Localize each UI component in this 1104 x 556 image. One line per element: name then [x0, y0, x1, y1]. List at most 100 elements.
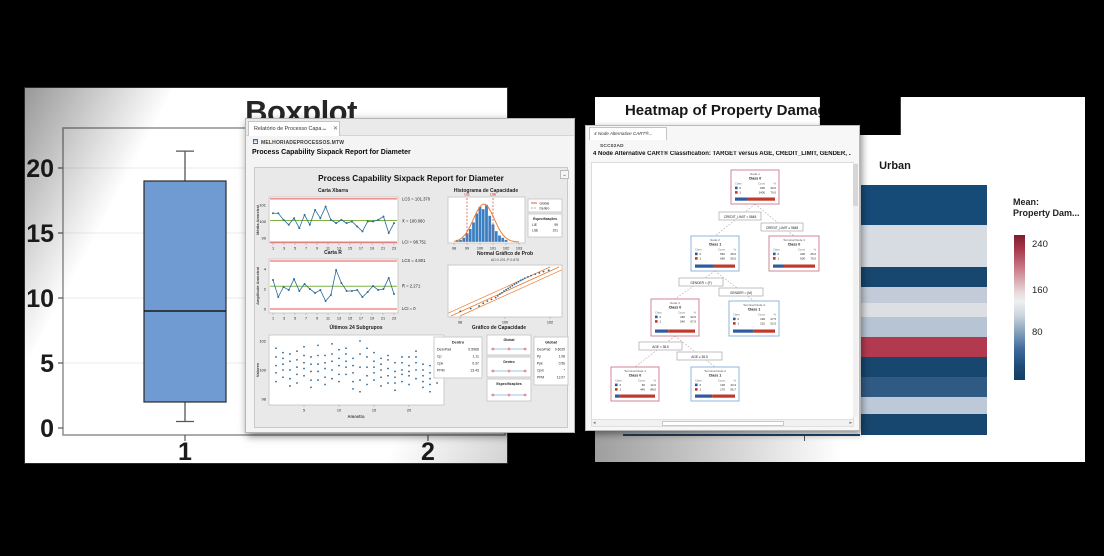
vertical-scrollbar[interactable]: [853, 163, 858, 417]
svg-text:AGE < 38.5: AGE < 38.5: [652, 345, 669, 349]
heatmap-cell: [861, 287, 987, 303]
svg-text:Class: Class: [615, 379, 622, 383]
svg-text:%: %: [774, 313, 777, 317]
svg-text:75.0: 75.0: [810, 257, 816, 261]
svg-text:Class: Class: [733, 313, 740, 317]
panel-scroll-button[interactable]: ⌄: [560, 170, 569, 179]
svg-text:1: 1: [660, 320, 662, 324]
close-icon[interactable]: ✕: [333, 126, 339, 132]
svg-text:%: %: [774, 182, 777, 186]
svg-text:0: 0: [40, 415, 54, 443]
worksheet-icon: [253, 139, 258, 144]
svg-text:Class: Class: [773, 248, 780, 252]
svg-text:CREDIT_LIMIT < 5848: CREDIT_LIMIT < 5848: [724, 215, 757, 219]
heatmap-cell: [861, 414, 987, 435]
svg-text:Count: Count: [638, 379, 645, 383]
svg-text:600: 600: [800, 257, 805, 261]
svg-text:Class: Class: [695, 248, 702, 252]
svg-text:Class 1: Class 1: [709, 243, 722, 247]
chevron-down-icon[interactable]: ⌄: [322, 126, 328, 132]
svg-text:Terminal Node 2: Terminal Node 2: [704, 369, 726, 373]
svg-text:12.0: 12.0: [650, 383, 656, 387]
svg-text:%: %: [654, 379, 657, 383]
svg-text:170: 170: [720, 388, 725, 392]
svg-text:GENDER = (M): GENDER = (M): [730, 291, 752, 295]
svg-text:55.0: 55.0: [730, 257, 736, 261]
svg-text:440: 440: [640, 388, 645, 392]
svg-text:Class 0: Class 0: [749, 177, 762, 181]
svg-text:260: 260: [680, 315, 685, 319]
svg-text:52.5: 52.5: [770, 322, 776, 326]
svg-text:2: 2: [421, 438, 435, 463]
svg-text:GENDER = (F): GENDER = (F): [690, 281, 711, 285]
svg-text:1: 1: [620, 388, 622, 392]
horizontal-scrollbar[interactable]: ◂ ▸: [591, 419, 854, 427]
svg-text:1: 1: [700, 388, 702, 392]
svg-text:88.0: 88.0: [650, 388, 656, 392]
legend-title-line1: Mean:: [1013, 197, 1040, 207]
svg-text:Class: Class: [655, 311, 662, 315]
svg-text:0: 0: [740, 186, 742, 190]
svg-text:67.5: 67.5: [690, 320, 696, 324]
svg-text:AGE ≥ 38.5: AGE ≥ 38.5: [691, 355, 708, 359]
svg-text:70.0: 70.0: [770, 191, 776, 195]
heatmap-cell: [861, 337, 987, 357]
scrollbar-thumb[interactable]: [853, 164, 858, 206]
tab-sixpack-report[interactable]: Relatório de Processo Capa... ⌄ ✕: [248, 121, 340, 136]
svg-text:1: 1: [700, 257, 702, 261]
heatmap-cell: [861, 397, 987, 414]
svg-text:660: 660: [720, 257, 725, 261]
svg-text:210: 210: [760, 322, 765, 326]
svg-text:30.0: 30.0: [770, 186, 776, 190]
svg-text:25.0: 25.0: [810, 252, 816, 256]
svg-text:190: 190: [760, 317, 765, 321]
svg-text:Class: Class: [695, 379, 702, 383]
svg-text:0: 0: [778, 252, 780, 256]
heatmap-cell: [861, 377, 987, 397]
svg-text:Class 0: Class 0: [669, 306, 682, 310]
heatmap-cell: [861, 225, 987, 267]
svg-text:200: 200: [800, 252, 805, 256]
svg-text:600: 600: [760, 186, 765, 190]
heatmap-cell: [861, 206, 987, 225]
cart-window: 4 Node Alternative CART®... SCC02AD 4 No…: [585, 125, 860, 431]
svg-text:0: 0: [700, 383, 702, 387]
heatmap-cell: [861, 267, 987, 287]
cart-tree-diagram: CREDIT_LIMIT < 5848 CREDIT_LIMIT ≥ 5848 GE…: [610, 169, 820, 402]
svg-text:32.5: 32.5: [690, 315, 696, 319]
svg-text:1400: 1400: [759, 191, 766, 195]
svg-text:Node 3: Node 3: [670, 301, 680, 305]
svg-text:%: %: [814, 248, 817, 252]
svg-text:Class 0: Class 0: [629, 374, 642, 378]
report-panel: ⌄: [254, 167, 569, 428]
hidden-column-edge: [623, 434, 860, 436]
svg-text:45.0: 45.0: [730, 252, 736, 256]
svg-text:Terminal Node 1: Terminal Node 1: [624, 369, 646, 373]
svg-text:15: 15: [26, 220, 54, 248]
svg-text:%: %: [734, 248, 737, 252]
svg-text:5: 5: [40, 350, 54, 378]
axis-tick: [804, 436, 805, 441]
legend-tick-label: 240: [1032, 239, 1048, 250]
svg-text:%: %: [694, 311, 697, 315]
heatmap-legend-gradient: [1014, 235, 1025, 380]
worksheet-label: SCC02AD: [600, 144, 624, 149]
scroll-right-icon[interactable]: ▸: [849, 420, 852, 426]
scroll-left-icon[interactable]: ◂: [593, 420, 596, 426]
svg-text:%: %: [734, 379, 737, 383]
svg-text:0: 0: [738, 317, 740, 321]
scrollbar-thumb[interactable]: [662, 421, 784, 426]
worksheet-label: MELHORIADEPROCESSOS.MTW: [261, 140, 345, 146]
svg-text:540: 540: [720, 252, 725, 256]
sixpack-window: Relatório de Processo Capa... ⌄ ✕ MELHOR…: [245, 118, 575, 433]
svg-text:CREDIT_LIMIT ≥ 5848: CREDIT_LIMIT ≥ 5848: [766, 226, 799, 230]
tab-cart-report[interactable]: 4 Node Alternative CART®...: [589, 127, 667, 140]
legend-tick-label: 80: [1032, 327, 1043, 338]
svg-text:0: 0: [620, 383, 622, 387]
svg-text:1: 1: [740, 191, 742, 195]
legend-tick-label: 160: [1032, 285, 1048, 296]
worksheet-row: MELHORIADEPROCESSOS.MTW: [253, 139, 344, 146]
svg-text:Class: Class: [735, 182, 742, 186]
svg-text:Node 2: Node 2: [710, 238, 720, 242]
